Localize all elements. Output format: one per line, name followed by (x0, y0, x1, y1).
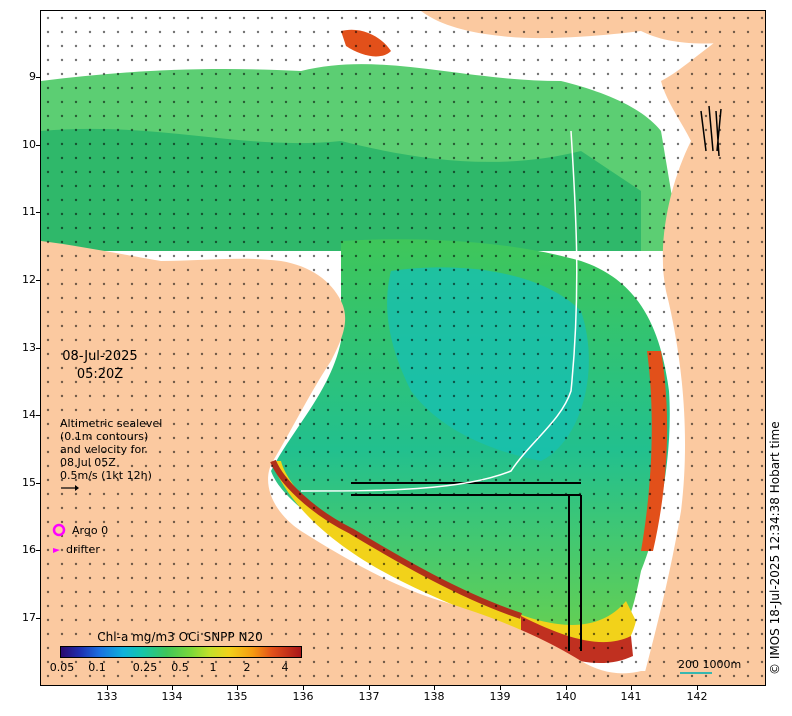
x-tick-label-142: 142 (686, 690, 708, 703)
map-date: 08-Jul-2025 (62, 349, 138, 364)
drifter-legend: drifter (52, 543, 100, 556)
chl-colorbar (60, 646, 302, 658)
imos-credit: © IMOS 18-Jul-2025 12:34:38 Hobart time (768, 421, 782, 675)
y-tick-label-17: 17 (22, 611, 36, 624)
x-tick (369, 686, 370, 690)
altimetry-legend-line: (0.1m contours) (60, 430, 149, 443)
colorbar-tick-label: 2 (243, 661, 251, 674)
y-tick (36, 348, 40, 349)
x-tick (697, 686, 698, 690)
drifter-marker-icon (53, 547, 60, 553)
y-tick (36, 145, 40, 146)
x-tick (237, 686, 238, 690)
sealevel-contour (300, 130, 578, 492)
colorbar-tick-label: 4 (281, 661, 289, 674)
argo-label: Argo 0 (72, 523, 109, 537)
y-tick-label-10: 10 (22, 138, 36, 151)
y-tick (36, 483, 40, 484)
x-tick (303, 686, 304, 690)
y-tick-label-14: 14 (22, 408, 36, 421)
colorbar-tick-label: 0.25 (132, 661, 158, 674)
map-frame[interactable] (40, 10, 766, 686)
y-tick-label-11: 11 (22, 205, 36, 218)
y-tick-label-15: 15 (22, 476, 36, 489)
x-tick-label-134: 134 (161, 690, 183, 703)
colorbar-tick-label: 0.1 (88, 661, 106, 674)
depth-scale-label: 200 1000m (678, 658, 742, 671)
y-tick-label-9: 9 (29, 70, 36, 83)
altimetry-legend-line: 08 Jul 05Z (60, 456, 116, 469)
y-tick (36, 550, 40, 551)
y-tick-label-13: 13 (22, 341, 36, 354)
drifter-label: drifter (66, 543, 100, 556)
x-tick (631, 686, 632, 690)
velocity-vector-field (41, 11, 765, 685)
x-tick-label-139: 139 (489, 690, 511, 703)
map-datetime: 08-Jul-2025 05:20Z (60, 348, 140, 384)
x-tick-label-136: 136 (292, 690, 314, 703)
x-tick-label-133: 133 (96, 690, 118, 703)
altimetry-legend-line: 0.5m/s (1kt 12h) (60, 469, 152, 482)
x-tick-label-137: 137 (358, 690, 380, 703)
x-tick (434, 686, 435, 690)
y-tick (36, 280, 40, 281)
x-tick (566, 686, 567, 690)
velocity-scale-arrow-icon (61, 485, 79, 491)
altimetry-legend-line: Altimetric sealevel (60, 417, 163, 430)
x-tick-label-140: 140 (555, 690, 577, 703)
colorbar-title: Chl-a mg/m3 OCi SNPP N20 (97, 630, 263, 644)
y-tick-label-12: 12 (22, 273, 36, 286)
chlorophyll-map[interactable] (41, 11, 766, 686)
map-time: 05:20Z (76, 367, 124, 382)
argo-marker-icon (52, 523, 66, 537)
argo-legend: Argo 0 (52, 523, 108, 537)
x-tick (107, 686, 108, 690)
x-tick (172, 686, 173, 690)
altimetry-legend-line: and velocity for (60, 443, 146, 456)
colorbar-tick-label: 0.05 (49, 661, 75, 674)
colorbar-tick-label: 0.5 (171, 661, 189, 674)
colorbar-tick-label: 1 (209, 661, 217, 674)
y-tick-label-16: 16 (22, 543, 36, 556)
x-tick (500, 686, 501, 690)
y-tick (36, 618, 40, 619)
x-tick-label-138: 138 (423, 690, 445, 703)
y-tick (36, 77, 40, 78)
x-tick-label-135: 135 (226, 690, 248, 703)
y-tick (36, 212, 40, 213)
depth-scale-bar (680, 672, 712, 674)
x-tick-label-141: 141 (620, 690, 642, 703)
drifter-tracks (700, 105, 722, 157)
altimetry-legend: Altimetric sealevel (0.1m contours) and … (60, 417, 180, 495)
y-tick (36, 415, 40, 416)
